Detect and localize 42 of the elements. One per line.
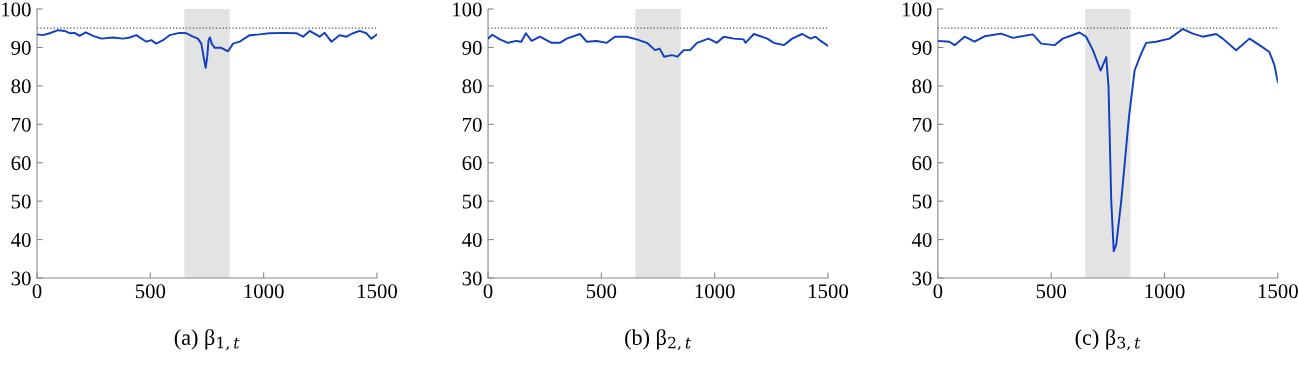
y-tick-label: 80 bbox=[462, 79, 482, 94]
x-tick-label: 1500 bbox=[808, 284, 849, 299]
y-tick-label: 50 bbox=[11, 194, 31, 209]
y-tick-label: 100 bbox=[453, 2, 482, 17]
x-tick-label: 1000 bbox=[1145, 284, 1185, 299]
y-tick-label: 90 bbox=[462, 40, 482, 55]
y-tick-label: 100 bbox=[2, 2, 31, 17]
text: (b) β$_{2,t}$ bbox=[625, 329, 692, 351]
y-tick-label: 50 bbox=[462, 194, 482, 209]
y-tick-label: 40 bbox=[911, 232, 932, 248]
y-tick-label: 80 bbox=[912, 79, 932, 94]
line-series bbox=[488, 32, 828, 58]
x-tick-label: 1500 bbox=[357, 284, 398, 299]
x-tick-label: 1000 bbox=[695, 284, 735, 299]
y-tick-label: 70 bbox=[463, 117, 482, 132]
x-tick-label: 0 bbox=[483, 284, 493, 299]
y-tick-label: 70 bbox=[12, 117, 31, 132]
text: (c) β$_{3,t}$ bbox=[1075, 329, 1141, 351]
y-tick-label: 60 bbox=[11, 156, 31, 171]
y-tick-label: 30 bbox=[912, 271, 932, 286]
text: (a) β$_{1,t}$ bbox=[174, 329, 240, 351]
y-tick-label: 30 bbox=[11, 271, 31, 286]
x-tick-label: 500 bbox=[135, 284, 166, 299]
y-tick-label: 40 bbox=[462, 232, 482, 248]
y-tick-label: 60 bbox=[462, 156, 482, 171]
x-tick-label: 1500 bbox=[1258, 284, 1298, 299]
y-tick-label: 50 bbox=[912, 194, 932, 209]
y-tick-label: 80 bbox=[11, 79, 31, 94]
y-tick-label: 90 bbox=[912, 40, 932, 55]
y-tick-label: 100 bbox=[902, 2, 932, 17]
x-tick-label: 0 bbox=[32, 284, 42, 299]
y-tick-label: 90 bbox=[11, 40, 31, 55]
y-tick-label: 30 bbox=[462, 271, 482, 286]
x-tick-label: 0 bbox=[933, 284, 943, 299]
x-tick-label: 1000 bbox=[244, 284, 284, 299]
x-tick-label: 500 bbox=[1036, 284, 1067, 299]
y-tick-label: 70 bbox=[912, 117, 932, 132]
y-tick-label: 60 bbox=[912, 156, 932, 171]
line-series bbox=[37, 29, 377, 69]
x-tick-label: 500 bbox=[586, 284, 617, 299]
y-tick-label: 40 bbox=[11, 232, 31, 248]
line-series bbox=[937, 28, 1278, 253]
